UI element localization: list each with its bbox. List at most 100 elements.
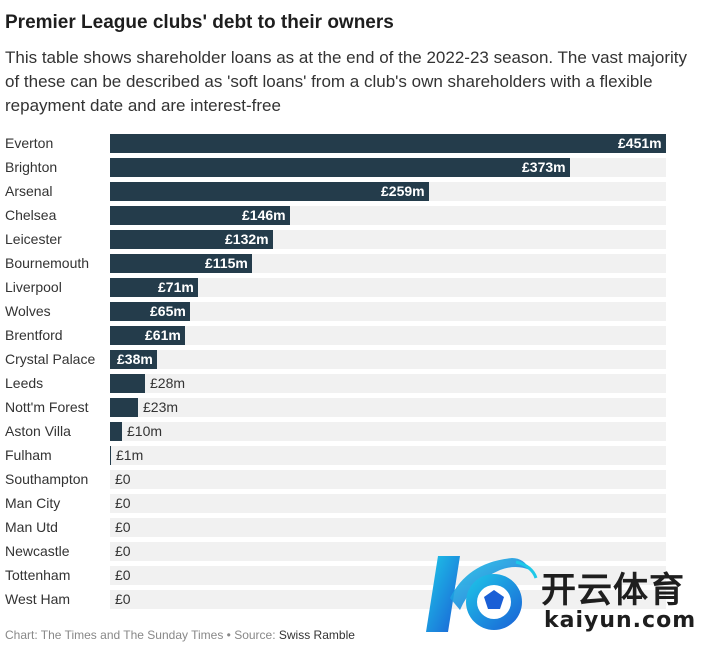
bar-track: £1m [110, 446, 666, 465]
category-label: West Ham [5, 591, 71, 607]
value-label: £146m [242, 207, 286, 223]
chart-title: Premier League clubs' debt to their owne… [5, 12, 394, 33]
value-label: £0 [115, 591, 131, 607]
bar-row: Wolves £65m [0, 301, 708, 321]
value-label: £28m [150, 375, 186, 391]
category-label: Everton [5, 135, 54, 151]
bar-track: £0 [110, 470, 666, 489]
bar-row: Crystal Palace £38m [0, 349, 708, 369]
bar-chart: Everton £451m Brighton £373m Arsenal £259m Che… [0, 133, 708, 613]
value-label: £61m [145, 327, 181, 343]
bar-track: £259m [110, 182, 666, 201]
value-label: £451m [618, 135, 662, 151]
bar-row: Fulham £1m [0, 445, 708, 465]
chart-subtitle: This table shows shareholder loans as at… [5, 48, 687, 115]
bar-track: £0 [110, 542, 666, 561]
bar-row: Southampton £0 [0, 469, 708, 489]
bar-row: Man Utd £0 [0, 517, 708, 537]
category-label: Liverpool [5, 279, 62, 295]
bar-track: £0 [110, 566, 666, 585]
value-label: £259m [381, 183, 425, 199]
bar [110, 254, 252, 273]
category-label: Crystal Palace [5, 351, 96, 367]
bar-row: Liverpool £71m [0, 277, 708, 297]
category-label: Brighton [5, 159, 58, 175]
bar-track: £65m [110, 302, 666, 321]
bar [110, 278, 198, 297]
bar-track: £23m [110, 398, 666, 417]
chart-footer: Chart: The Times and The Sunday Times • … [5, 628, 355, 642]
value-label: £0 [115, 471, 131, 487]
bar-track: £373m [110, 158, 666, 177]
category-label: Man City [5, 495, 61, 511]
bar-track: £71m [110, 278, 666, 297]
source-link[interactable]: Swiss Ramble [278, 628, 355, 642]
value-label: £71m [158, 279, 194, 295]
bar-track: £146m [110, 206, 666, 225]
category-label: Southampton [5, 471, 89, 487]
value-label: £1m [116, 447, 144, 463]
category-label: Chelsea [5, 207, 57, 223]
category-label: Arsenal [5, 183, 53, 199]
bar-track: £0 [110, 494, 666, 513]
category-label: Nott'm Forest [5, 399, 89, 415]
bar [110, 326, 185, 345]
category-label: Brentford [5, 327, 63, 343]
bar [110, 374, 145, 393]
bar [110, 182, 429, 201]
bar-row: Newcastle £0 [0, 541, 708, 561]
bar-row: Man City £0 [0, 493, 708, 513]
value-label: £0 [115, 567, 131, 583]
value-label: £38m [117, 351, 153, 367]
bar-track: £451m [110, 134, 666, 153]
bar [110, 206, 290, 225]
value-label: £0 [115, 519, 131, 535]
category-label: Tottenham [5, 567, 71, 583]
bar-track: £115m [110, 254, 666, 273]
category-label: Bournemouth [5, 255, 90, 271]
bar-row: Chelsea £146m [0, 205, 708, 225]
value-label: £373m [522, 159, 566, 175]
category-label: Fulham [5, 447, 52, 463]
category-label: Leeds [5, 375, 44, 391]
kaiyun-logo-icon [426, 556, 538, 632]
bar [110, 158, 570, 177]
bar-track: £38m [110, 350, 666, 369]
bar-row: Everton £451m [0, 133, 708, 153]
bar-row: Tottenham £0 [0, 565, 708, 585]
bar-row: Brentford £61m [0, 325, 708, 345]
value-label: £132m [225, 231, 269, 247]
bar [110, 422, 122, 441]
category-label: Newcastle [5, 543, 70, 559]
bar-row: Arsenal £259m [0, 181, 708, 201]
bar-row: Bournemouth £115m [0, 253, 708, 273]
value-label: £0 [115, 543, 131, 559]
bar-row: Aston Villa £10m [0, 421, 708, 441]
bar [110, 446, 111, 465]
category-label: Aston Villa [5, 423, 71, 439]
category-label: Wolves [5, 303, 51, 319]
bar-row: Brighton £373m [0, 157, 708, 177]
bar-row: Nott'm Forest £23m [0, 397, 708, 417]
bar [110, 350, 157, 369]
footer-credit: Chart: The Times and The Sunday Times • … [5, 628, 279, 642]
bar-row: Leeds £28m [0, 373, 708, 393]
bar-row: Leicester £132m [0, 229, 708, 249]
watermark-cn-text: 开云体育 [541, 571, 686, 611]
value-label: £115m [205, 255, 248, 271]
bar-row: West Ham £0 [0, 589, 708, 609]
bar [110, 398, 138, 417]
kaiyun-watermark: 开云体育 kaiyun.com [420, 548, 700, 640]
bar-track: £10m [110, 422, 666, 441]
bar-track: £61m [110, 326, 666, 345]
value-label: £23m [143, 399, 179, 415]
bar-track: £132m [110, 230, 666, 249]
category-label: Man Utd [5, 519, 58, 535]
value-label: £10m [127, 423, 163, 439]
category-label: Leicester [5, 231, 62, 247]
bar [110, 134, 666, 153]
bar-track: £0 [110, 590, 666, 609]
value-label: £65m [150, 303, 186, 319]
value-label: £0 [115, 495, 131, 511]
bar [110, 230, 273, 249]
